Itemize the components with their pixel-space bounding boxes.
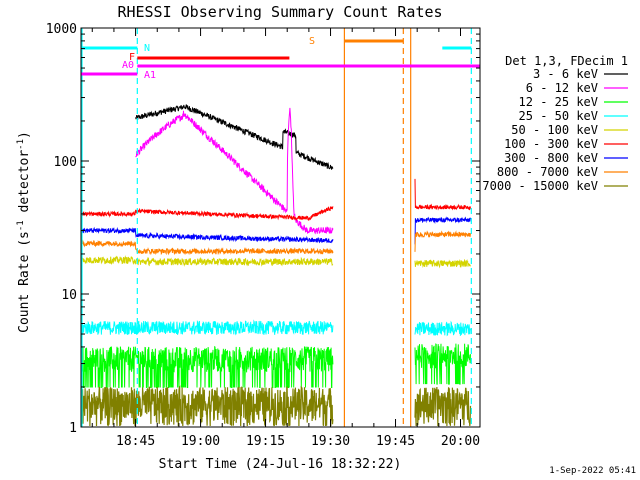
flag-bar-a0: A0 (122, 60, 480, 71)
series-line-3-seg-1 (414, 320, 471, 337)
series-trace-2 (81, 343, 471, 388)
series-trace-3 (81, 319, 471, 337)
x-tick-label-3: 19:30 (311, 434, 350, 449)
y-axis-label: Count Rate (s-1 detector-1) (16, 131, 32, 333)
series-line-2-seg-1 (414, 343, 471, 385)
flag-bar-f: F (129, 52, 290, 63)
legend-label-0: 3 - 6 keV (533, 67, 598, 81)
x-tick-label-2: 19:15 (246, 434, 285, 449)
legend-label-1: 6 - 12 keV (526, 81, 598, 95)
legend-label-5: 100 - 300 keV (504, 137, 598, 151)
chart-title: RHESSI Observing Summary Count Rates (117, 3, 442, 21)
series-line-6-seg-1 (414, 216, 471, 245)
series-trace-4 (82, 255, 471, 269)
series-line-4-seg-0 (82, 255, 334, 267)
x-tick-label-1: 19:00 (181, 434, 220, 449)
y-axis-label-main: Count Rate (s (17, 231, 32, 333)
series-trace-7 (81, 230, 471, 256)
series-line-7-seg-1 (414, 230, 471, 252)
legend-label-7: 800 - 7000 keV (497, 165, 598, 179)
series-trace-1 (135, 107, 334, 235)
axes-layer: 18:45 19:00 19:15 19:30 19:45 20:00 1 10 100 1000 (46, 22, 480, 449)
series-line-2-seg-0 (81, 345, 334, 388)
flag-label-f: F (129, 52, 135, 63)
y-tick-label-1: 10 (61, 288, 77, 303)
timestamp: 1-Sep-2022 05:41 (549, 466, 636, 476)
legend-label-2: 12 - 25 keV (519, 95, 598, 109)
flag-bar-s: S (309, 36, 404, 47)
x-tick-label-0: 18:45 (116, 434, 155, 449)
flag-label-n: N (144, 43, 150, 54)
series-line-6-seg-0 (81, 226, 334, 244)
series-line-1-seg-0 (135, 107, 334, 235)
flag-label-a0: A0 (122, 60, 134, 71)
y-axis-label-sup: -1 (16, 220, 26, 231)
series-line-5-seg-1 (414, 178, 471, 211)
series-line-8-seg-0 (81, 385, 334, 427)
legend-label-8: 7000 - 15000 keV (482, 179, 598, 193)
series-line-0-seg-0 (135, 104, 334, 171)
y-axis-label-close: ) (17, 131, 32, 139)
legend-label-6: 300 - 800 keV (504, 151, 598, 165)
y-axis-label-rest: detector (17, 150, 32, 221)
y-axis-label-sup2: -1 (16, 139, 26, 150)
series-line-5-seg-0 (81, 206, 334, 222)
series-trace-5 (81, 178, 471, 222)
series-trace-0 (135, 104, 334, 171)
series-line-4-seg-1 (414, 258, 471, 269)
flag-bar-a1: A1 (81, 70, 156, 81)
series-line-7-seg-0 (81, 239, 334, 256)
series-line-8-seg-1 (414, 386, 472, 427)
legend-title: Det 1,3, FDecim 1 (505, 54, 628, 68)
series-trace-6 (81, 216, 471, 245)
plot-frame (80, 27, 481, 428)
x-tick-label-5: 20:00 (441, 434, 480, 449)
flag-label-a1: A1 (144, 70, 156, 81)
legend-label-4: 50 - 100 keV (511, 123, 598, 137)
y-tick-label-0: 1 (69, 421, 77, 436)
flag-bar-n: N (81, 43, 472, 54)
series-trace-8 (81, 385, 472, 427)
flag-label-s: S (309, 36, 315, 47)
y-tick-label-3: 1000 (46, 22, 77, 37)
x-axis-label: Start Time (24-Jul-16 18:32:22) (159, 457, 402, 472)
series-line-3-seg-0 (81, 319, 334, 336)
x-tick-label-4: 19:45 (376, 434, 415, 449)
legend-label-3: 25 - 50 keV (519, 109, 598, 123)
y-tick-label-2: 100 (54, 155, 77, 170)
